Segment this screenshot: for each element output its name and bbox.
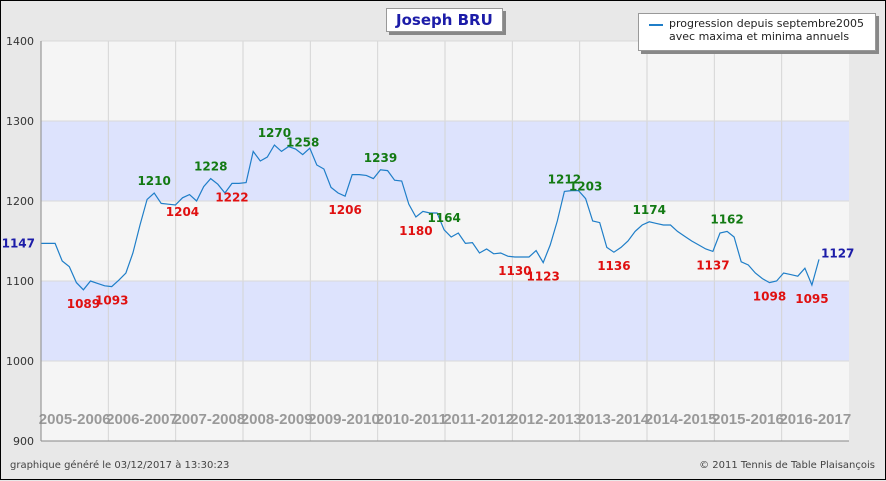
endpoint-label: 1147 bbox=[2, 236, 35, 250]
min-label: 1180 bbox=[399, 224, 432, 238]
season-label: 2012-2013 bbox=[510, 411, 582, 428]
legend-text: progression depuis septembre2005 avec ma… bbox=[669, 17, 874, 43]
y-tick-label: 1300 bbox=[6, 115, 34, 128]
max-label: 1210 bbox=[137, 174, 170, 188]
season-label: 2008-2009 bbox=[241, 411, 313, 428]
y-tick-label: 900 bbox=[13, 435, 34, 448]
y-tick-label: 1400 bbox=[6, 35, 34, 48]
y-tick-label: 1100 bbox=[6, 275, 34, 288]
min-label: 1204 bbox=[166, 205, 199, 219]
min-label: 1089 bbox=[67, 297, 100, 311]
min-label: 1095 bbox=[795, 292, 828, 306]
season-label: 2013-2014 bbox=[577, 411, 649, 428]
endpoint-label: 1127 bbox=[821, 246, 854, 260]
max-label: 1162 bbox=[710, 212, 743, 226]
season-label: 2007-2008 bbox=[173, 411, 245, 428]
season-label: 2015-2016 bbox=[712, 411, 784, 428]
legend-line-swatch bbox=[649, 24, 663, 26]
min-label: 1206 bbox=[328, 203, 361, 217]
max-label: 1228 bbox=[194, 160, 227, 174]
min-label: 1098 bbox=[753, 290, 786, 304]
chart-legend: progression depuis septembre2005 avec ma… bbox=[638, 13, 876, 51]
season-label: 2011-2012 bbox=[443, 411, 514, 428]
max-label: 1212 bbox=[548, 172, 581, 186]
y-tick-label: 1000 bbox=[6, 355, 34, 368]
min-label: 1130 bbox=[498, 264, 531, 278]
min-label: 1137 bbox=[696, 258, 729, 272]
legend-line1: progression depuis septembre2005 bbox=[669, 17, 865, 30]
season-label: 2006-2007 bbox=[106, 411, 178, 428]
min-label: 1136 bbox=[597, 259, 630, 273]
max-label: 1258 bbox=[286, 136, 319, 150]
series-line bbox=[41, 144, 820, 291]
season-label: 2005-2006 bbox=[39, 411, 111, 428]
max-label: 1239 bbox=[364, 151, 397, 165]
chart-title: Joseph BRU bbox=[386, 8, 503, 32]
footer-copyright: © 2011 Tennis de Table Plaisançois bbox=[699, 460, 875, 471]
season-label: 2010-2011 bbox=[376, 411, 447, 428]
min-label: 1123 bbox=[526, 270, 559, 284]
max-label: 1270 bbox=[258, 126, 291, 140]
footer-generated-date: graphique généré le 03/12/2017 à 13:30:2… bbox=[10, 460, 230, 471]
min-label: 1093 bbox=[95, 294, 128, 308]
max-label: 1174 bbox=[633, 203, 666, 217]
season-label: 2009-2010 bbox=[308, 411, 380, 428]
y-tick-label: 1200 bbox=[6, 195, 34, 208]
max-label: 1203 bbox=[569, 180, 602, 194]
legend-line2: avec maxima et minima annuels bbox=[669, 30, 850, 43]
min-label: 1222 bbox=[215, 190, 248, 204]
max-label: 1164 bbox=[427, 211, 460, 225]
season-label: 2016-2017 bbox=[779, 411, 851, 428]
season-label: 2014-2015 bbox=[645, 411, 717, 428]
